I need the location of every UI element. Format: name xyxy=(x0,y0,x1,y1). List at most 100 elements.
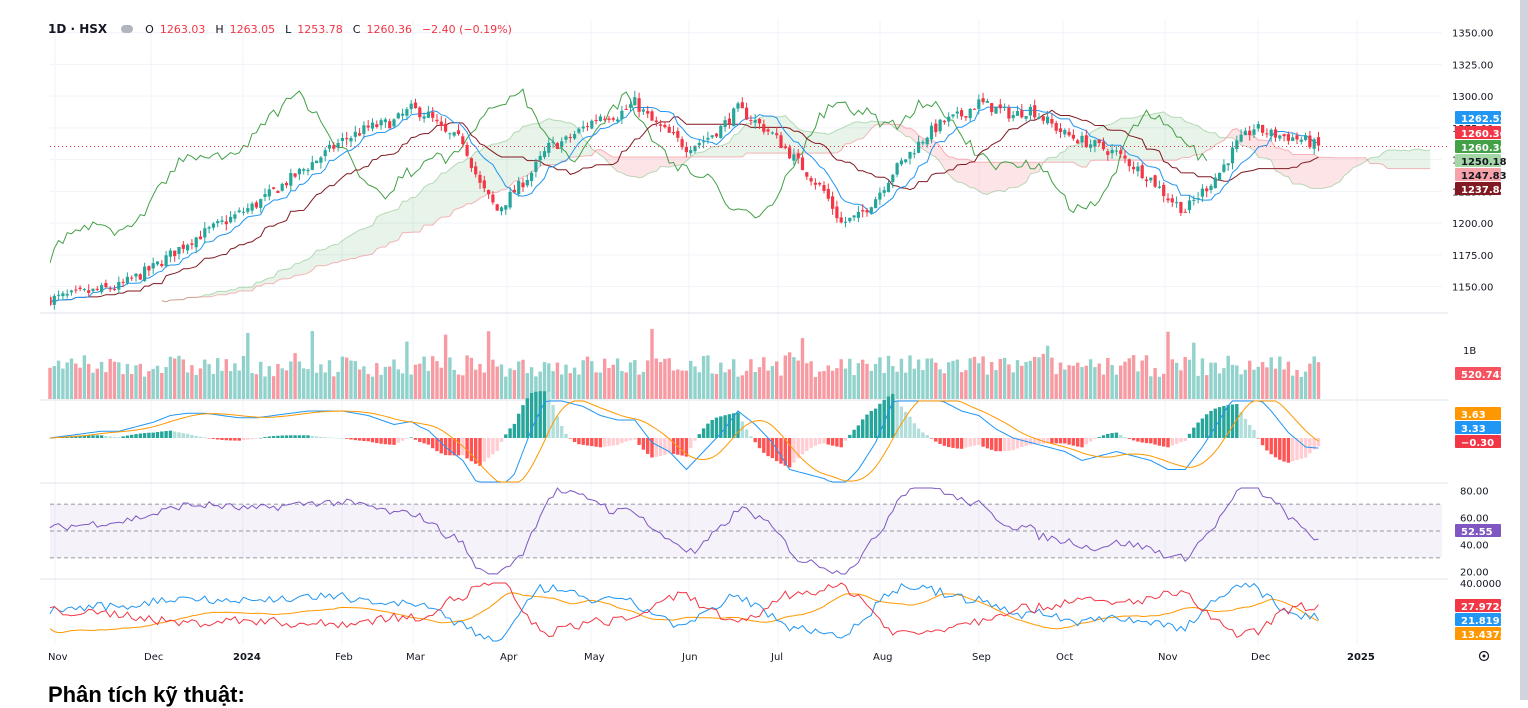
volume-bar xyxy=(414,365,417,399)
volume-bar xyxy=(758,367,761,399)
candle-body xyxy=(509,192,512,208)
macd-histogram-bar xyxy=(203,437,206,438)
candle-body xyxy=(934,124,937,133)
volume-bar xyxy=(126,364,129,399)
span-a-badge-text: 1260.36 xyxy=(1461,143,1507,154)
candle-body xyxy=(384,119,387,122)
macd-histogram-bar xyxy=(113,437,116,438)
macd-histogram-bar xyxy=(384,438,387,444)
macd-histogram-bar xyxy=(431,438,434,448)
volume-bar xyxy=(560,374,563,399)
volume-bar xyxy=(973,357,976,399)
candle-body xyxy=(392,119,395,126)
candle-body xyxy=(547,143,550,153)
adx-line xyxy=(50,593,1319,633)
candle-body xyxy=(715,134,718,137)
volume-badge-text: 520.745M xyxy=(1461,370,1517,381)
cloud-segment xyxy=(459,162,463,208)
candle-body xyxy=(1132,167,1135,169)
volume-bar xyxy=(220,371,223,399)
macd-histogram-bar xyxy=(513,424,516,438)
volume-bar xyxy=(857,363,860,399)
candle-body xyxy=(251,204,254,211)
volume-bar xyxy=(698,372,701,399)
settings-gear-icon[interactable] xyxy=(1480,652,1489,661)
scrollbar[interactable] xyxy=(1520,0,1528,700)
volume-bar xyxy=(1265,367,1268,399)
eye-icon[interactable] xyxy=(121,25,133,33)
cloud-segment xyxy=(1052,157,1056,162)
candle-body xyxy=(1055,123,1058,131)
macd-histogram-bar xyxy=(182,433,185,438)
candle-body xyxy=(109,288,112,289)
close-value: 1260.36 xyxy=(366,23,412,36)
volume-bar xyxy=(1102,375,1105,399)
volume-bar xyxy=(1115,375,1118,399)
volume-bar xyxy=(680,371,683,399)
macd-histogram-bar xyxy=(164,431,167,438)
volume-bar xyxy=(844,369,847,399)
cloud-segment xyxy=(1413,149,1417,169)
candle-body xyxy=(298,169,301,174)
macd-histogram-bar xyxy=(573,438,576,442)
candle-body xyxy=(354,132,357,137)
symbol-label[interactable]: 1D · HSX xyxy=(48,22,107,36)
macd-histogram-bar xyxy=(1037,438,1040,444)
candle-body xyxy=(100,285,103,292)
candle-body xyxy=(986,101,989,103)
cloud-segment xyxy=(441,173,445,217)
volume-bar xyxy=(418,364,421,399)
candle-body xyxy=(182,245,185,249)
volume-bar xyxy=(74,364,77,399)
volume-bar xyxy=(358,370,361,399)
volume-bar xyxy=(702,356,705,399)
macd-histogram-bar xyxy=(1119,435,1122,438)
volume-bar xyxy=(496,366,499,399)
candle-body xyxy=(775,133,778,135)
volume-bar xyxy=(754,372,757,399)
low-value: 1253.78 xyxy=(297,23,343,36)
macd-histogram-bar xyxy=(990,438,993,450)
volume-bar xyxy=(1003,358,1006,399)
macd-histogram-bar xyxy=(1012,438,1015,450)
minus-di-line xyxy=(50,583,1319,637)
macd-histogram-bar xyxy=(405,438,408,439)
macd-histogram-bar xyxy=(298,435,301,438)
volume-bar xyxy=(1128,358,1131,399)
macd-histogram-bar xyxy=(1153,438,1156,445)
volume-bar xyxy=(513,370,516,399)
macd-histogram-bar xyxy=(465,438,468,458)
high-label: H xyxy=(215,23,223,36)
candle-body xyxy=(457,130,460,134)
dmi-pane xyxy=(50,583,1319,641)
volume-bar xyxy=(405,342,408,399)
candle-body xyxy=(951,114,954,116)
macd-histogram-bar xyxy=(392,438,395,445)
volume-bar xyxy=(1063,369,1066,399)
volume-bar xyxy=(465,355,468,399)
volume-bar xyxy=(625,372,628,399)
macd-histogram-bar xyxy=(943,438,946,446)
macd-histogram-bar xyxy=(91,435,94,438)
volume-bar xyxy=(302,368,305,399)
candle-body xyxy=(281,184,284,191)
macd-histogram-bar xyxy=(143,433,146,438)
candle-body xyxy=(822,185,825,191)
cloud-segment xyxy=(1374,157,1378,164)
volume-bar xyxy=(715,374,718,399)
volume-bar xyxy=(375,363,378,399)
candle-body xyxy=(177,247,180,254)
volume-bar xyxy=(947,362,950,399)
volume-bar xyxy=(723,372,726,399)
candle-body xyxy=(225,221,228,224)
macd-histogram-bar xyxy=(169,431,172,438)
volume-bar xyxy=(728,369,731,399)
volume-bar xyxy=(990,362,993,399)
volume-bar xyxy=(225,359,228,399)
candle-body xyxy=(1149,178,1152,181)
macd-histogram-bar xyxy=(861,419,864,438)
candle-body xyxy=(444,124,447,132)
cloud-segment xyxy=(1177,117,1181,160)
macd-histogram-bar xyxy=(994,438,997,451)
